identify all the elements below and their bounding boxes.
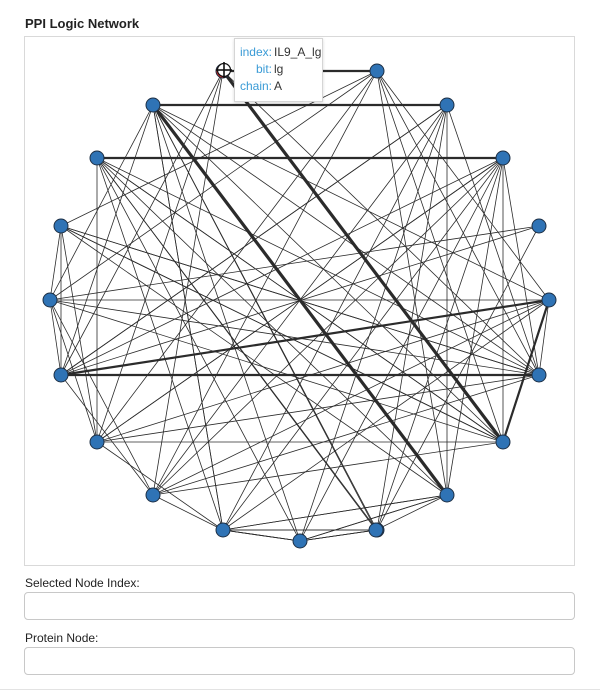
tooltip-key: index: bbox=[239, 45, 272, 59]
network-node[interactable] bbox=[145, 487, 161, 503]
network-node[interactable] bbox=[145, 97, 161, 113]
network-edge bbox=[152, 494, 224, 531]
network-node[interactable] bbox=[495, 150, 511, 166]
bottom-divider bbox=[0, 689, 600, 690]
node-tooltip: index: IL9_A_lg bit: lg chain: A bbox=[234, 38, 323, 102]
network-edge bbox=[222, 529, 301, 542]
network-edge bbox=[60, 225, 504, 443]
network-edge bbox=[60, 157, 504, 376]
network-edge bbox=[299, 157, 504, 542]
network-edge bbox=[49, 225, 62, 301]
network-edge bbox=[60, 225, 98, 443]
network-edge bbox=[376, 70, 448, 496]
tooltip-key: bit: bbox=[255, 62, 272, 76]
tooltip-value: lg bbox=[274, 62, 284, 76]
network-edge bbox=[152, 374, 540, 496]
network-edge bbox=[49, 299, 540, 376]
network-edge bbox=[60, 225, 540, 376]
network-edge bbox=[538, 299, 550, 376]
network-edge bbox=[299, 529, 377, 542]
network-edge bbox=[152, 104, 550, 301]
network-edge bbox=[59, 298, 551, 377]
tooltip-key: chain: bbox=[239, 79, 272, 93]
network-edge bbox=[96, 441, 224, 531]
protein-node-input[interactable] bbox=[24, 647, 575, 675]
network-node[interactable] bbox=[42, 292, 58, 308]
tooltip-row-chain: chain: A bbox=[235, 78, 322, 95]
network-node[interactable] bbox=[89, 150, 105, 166]
crosshair-cursor-icon bbox=[216, 62, 232, 78]
selected-node-input[interactable] bbox=[24, 592, 575, 620]
network-edge bbox=[152, 70, 378, 496]
network-edge bbox=[152, 441, 504, 496]
network-node[interactable] bbox=[439, 97, 455, 113]
network-edge bbox=[60, 70, 224, 376]
network-edge bbox=[96, 157, 301, 542]
tooltip-value: IL9_A_lg bbox=[274, 45, 322, 59]
network-edge bbox=[60, 225, 448, 496]
network-edge bbox=[375, 494, 448, 531]
network-node[interactable] bbox=[368, 522, 384, 538]
network-node[interactable] bbox=[541, 292, 557, 308]
network-edge bbox=[376, 225, 540, 531]
network-node[interactable] bbox=[53, 218, 69, 234]
network-edge bbox=[49, 299, 62, 376]
network-node[interactable] bbox=[495, 434, 511, 450]
network-edge bbox=[152, 299, 550, 496]
network-edge bbox=[49, 299, 504, 443]
network-edge bbox=[96, 299, 550, 443]
network-node[interactable] bbox=[531, 367, 547, 383]
network-node[interactable] bbox=[292, 533, 308, 549]
page-title: PPI Logic Network bbox=[25, 16, 140, 31]
network-edge bbox=[222, 494, 448, 531]
network-edge bbox=[221, 69, 505, 444]
network-edge bbox=[299, 494, 448, 542]
network-edge bbox=[96, 157, 448, 496]
network-edge bbox=[60, 70, 378, 227]
edge-layer bbox=[49, 69, 551, 542]
tooltip-row-index: index: IL9_A_lg bbox=[235, 44, 322, 61]
network-edge bbox=[152, 70, 224, 496]
network-edge bbox=[502, 157, 540, 376]
network-edge bbox=[49, 104, 154, 301]
network-node[interactable] bbox=[53, 367, 69, 383]
network-edge bbox=[152, 104, 504, 443]
tooltip-value: A bbox=[274, 79, 283, 93]
network-edge bbox=[152, 157, 504, 496]
network-edge bbox=[152, 104, 224, 531]
network-node[interactable] bbox=[369, 63, 385, 79]
network-node[interactable] bbox=[89, 434, 105, 450]
protein-node-label: Protein Node: bbox=[25, 631, 99, 645]
network-edge bbox=[60, 104, 448, 376]
network-edge bbox=[96, 70, 378, 443]
network-edge bbox=[96, 157, 540, 376]
node-layer bbox=[42, 63, 557, 549]
network-edge bbox=[96, 157, 504, 443]
selected-node-label: Selected Node Index: bbox=[25, 576, 140, 590]
network-edge bbox=[376, 70, 540, 376]
network-edge bbox=[222, 104, 448, 531]
network-edge bbox=[222, 299, 550, 531]
network-node[interactable] bbox=[439, 487, 455, 503]
network-node[interactable] bbox=[215, 522, 231, 538]
network-edge bbox=[152, 104, 377, 531]
network-edge bbox=[446, 157, 504, 496]
network-edge bbox=[96, 374, 540, 443]
network-edge bbox=[49, 299, 154, 496]
network-node[interactable] bbox=[531, 218, 547, 234]
tooltip-row-bit: bit: lg bbox=[235, 61, 322, 78]
network-edge bbox=[49, 225, 540, 301]
